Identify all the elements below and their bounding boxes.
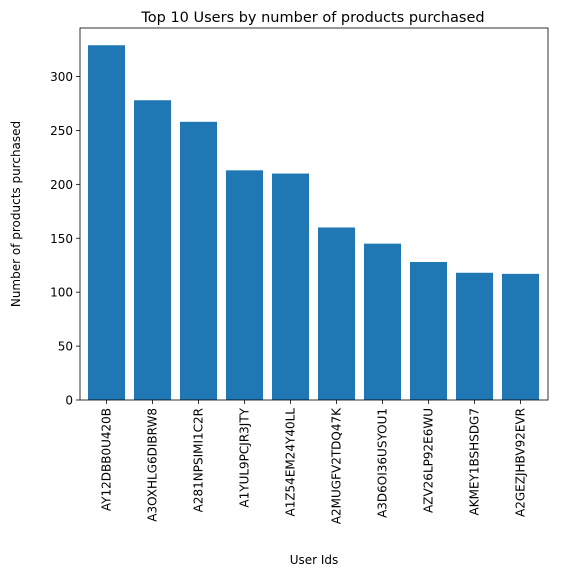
y-tick-label: 100 <box>50 286 73 300</box>
x-tick-label: A1YUL9PCJR3JTY <box>238 407 252 507</box>
x-tick-label: AZV26LP92E6WU <box>422 408 436 513</box>
bar-AKMEY1BSHSDG7 <box>456 272 493 400</box>
plot-frame <box>79 27 549 401</box>
bars-group <box>88 45 539 401</box>
chart-title: Top 10 Users by number of products purch… <box>140 10 484 26</box>
y-axis-label: Number of products purchased <box>9 121 23 307</box>
bar-AY12DBB0U420B <box>88 45 125 401</box>
x-tick-label: A281NPSIMI1C2R <box>192 408 206 512</box>
x-tick-label: A3OXHLG6DIBRW8 <box>146 408 160 522</box>
bar-AZV26LP92E6WU <box>410 261 447 400</box>
bar-A3OXHLG6DIBRW8 <box>134 100 171 401</box>
x-tick-label: A3D6OI36USYOU1 <box>376 408 390 518</box>
x-tick-label: AKMEY1BSHSDG7 <box>468 408 482 515</box>
x-axis-ticks: AY12DBB0U420B A3OXHLG6DIBRW8 A281NPSIMI1C2… <box>100 400 528 524</box>
y-tick-label: 200 <box>50 178 73 192</box>
x-tick-label: A2MUGFV2TDQ47K <box>330 407 344 524</box>
bar-A2MUGFV2TDQ47K <box>318 227 355 400</box>
y-tick-label: 50 <box>58 340 73 354</box>
y-tick-label: 0 <box>65 394 73 408</box>
y-tick-label: 300 <box>50 70 73 84</box>
y-tick-label: 150 <box>50 232 73 246</box>
bar-A1Z54EM24Y40LL <box>272 173 309 400</box>
bar-A1YUL9PCJR3JTY <box>226 170 263 400</box>
x-tick-label: A1Z54EM24Y40LL <box>284 408 298 517</box>
x-axis-label: User Ids <box>290 553 339 567</box>
bar-A2GEZJHBV92EVR <box>502 273 539 400</box>
x-tick-label: AY12DBB0U420B <box>100 408 114 511</box>
bar-A3D6OI36USYOU1 <box>364 243 401 400</box>
bar-A281NPSIMI1C2R <box>180 121 217 401</box>
x-tick-label: A2GEZJHBV92EVR <box>514 408 528 517</box>
y-tick-label: 250 <box>50 124 73 138</box>
y-axis-ticks: 0 50 100 150 200 250 300 <box>50 70 80 408</box>
